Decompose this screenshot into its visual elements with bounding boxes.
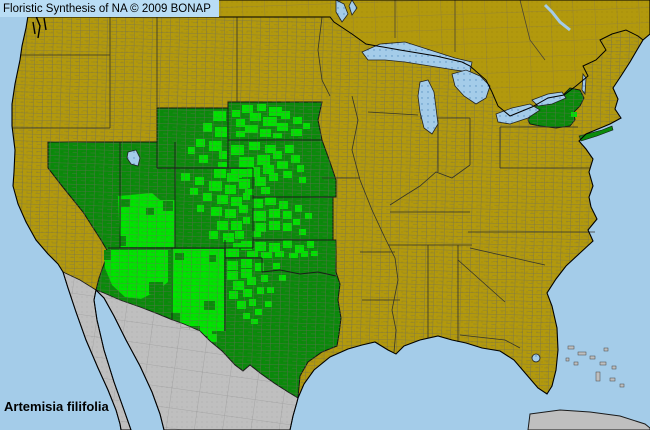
great-lakes: [126, 0, 587, 363]
lake-okeechobee: [531, 353, 541, 363]
lake-winnipeg: [335, 0, 349, 23]
lake-champlain: [581, 72, 587, 96]
map-title: Floristic Synthesis of NA © 2009 BONAP: [3, 2, 211, 15]
puget-sound: [32, 15, 47, 39]
map-title-bar: Floristic Synthesis of NA © 2009 BONAP: [0, 0, 219, 17]
state-borders-east: [12, 16, 595, 353]
great-salt-lake: [126, 149, 141, 167]
canadian-lake: [348, 0, 358, 16]
st-lawrence-river: [543, 3, 571, 32]
species-label: Artemisia filifolia: [4, 399, 109, 414]
lake-erie: [495, 103, 541, 125]
long-island: [578, 125, 614, 142]
bahamas: [565, 345, 625, 388]
lake-huron: [451, 69, 491, 105]
lake-michigan: [417, 79, 439, 135]
cuba: [527, 409, 650, 430]
state-borders-west: [108, 102, 337, 331]
us-canada-border: [28, 16, 644, 117]
